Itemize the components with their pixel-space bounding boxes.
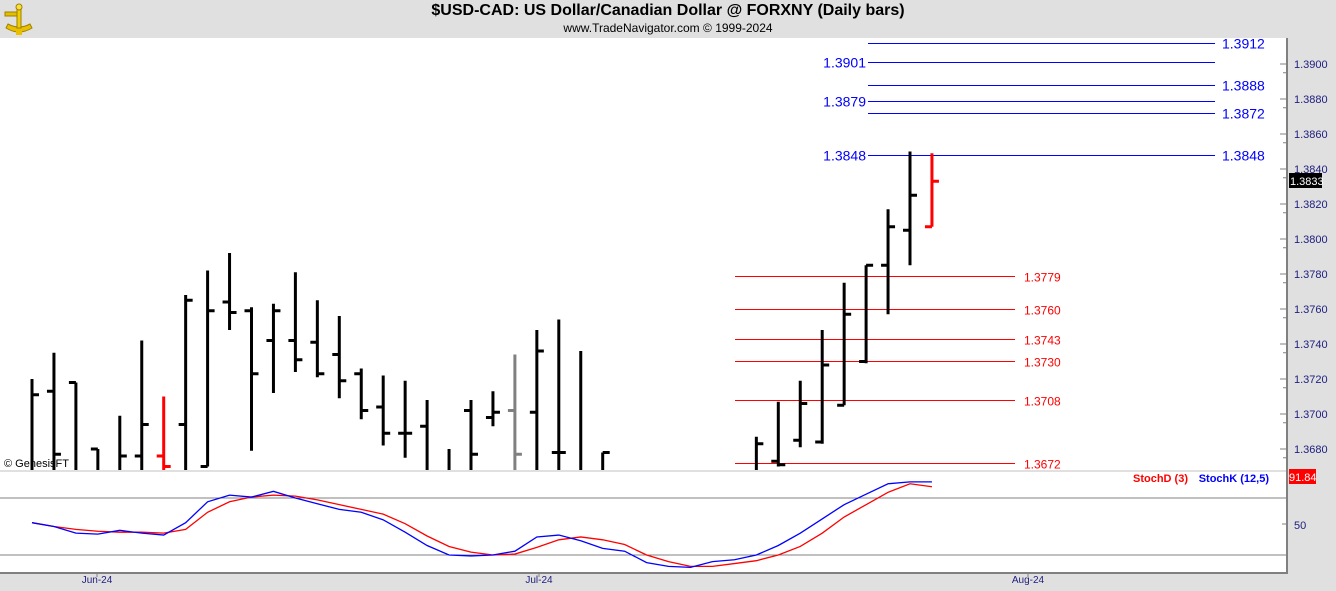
ohlc-bar [485, 391, 500, 427]
ohlc-bar [68, 381, 78, 470]
fib-label-left: 1.3879 [823, 94, 866, 110]
ohlc-bar [30, 379, 39, 470]
ohlc-bar [266, 303, 281, 393]
legend-stochd: StochD (3) [1133, 473, 1188, 485]
ohlc-bar [310, 300, 325, 378]
price-tick-label: 1.3860 [1294, 129, 1328, 141]
ohlc-bar [507, 354, 522, 470]
ohlc-bar [46, 352, 61, 470]
fib-label-right: 1.3912 [1222, 36, 1265, 52]
ohlc-bar [332, 316, 347, 399]
ohlc-bar [222, 253, 237, 330]
ohlc-bar [244, 307, 259, 451]
last-stoch-badge [1289, 469, 1316, 484]
fib-label-right: 1.3888 [1222, 78, 1265, 94]
fib-label-red: 1.3760 [1024, 304, 1061, 318]
fib-label-red: 1.3730 [1024, 356, 1061, 370]
ohlc-bar [376, 375, 391, 446]
ohlc-bar [754, 436, 764, 470]
stoch-line-stochd [31, 483, 933, 568]
ohlc-bar [464, 400, 478, 470]
watermark: © GenesisFT [4, 458, 69, 470]
stochastic-pane [0, 472, 1287, 572]
ohlc-bar [837, 282, 852, 407]
last-price-label: 1.3833 [1290, 176, 1324, 188]
price-tick-label: 1.3820 [1294, 199, 1328, 211]
ohlc-bar [924, 153, 939, 229]
ohlc-bar [903, 151, 917, 266]
x-tick-label: Jun-24 [82, 575, 113, 586]
fib-label-right: 1.3848 [1222, 148, 1265, 164]
ohlc-bar [815, 330, 830, 444]
fib-label-left: 1.3901 [823, 55, 866, 71]
x-tick-label: Jul-24 [525, 575, 553, 586]
last-price-badge [1289, 173, 1322, 188]
chart-subtitle: www.TradeNavigator.com © 1999-2024 [563, 21, 773, 35]
price-tick-label: 1.3800 [1294, 234, 1328, 246]
stoch-tick-50: 50 [1294, 520, 1306, 532]
price-tick-label: 1.3680 [1294, 444, 1328, 456]
ohlc-bar [354, 368, 369, 420]
ohlc-bar [200, 270, 215, 468]
price-tick-label: 1.3880 [1294, 94, 1328, 106]
ohlc-bar [771, 401, 786, 467]
price-tick-label: 1.3760 [1294, 304, 1328, 316]
ohlc-bar [90, 447, 100, 470]
price-tick-label: 1.3720 [1294, 374, 1328, 386]
ohlc-bar [288, 272, 303, 372]
ohlc-bar [118, 415, 127, 470]
fib-label-right: 1.3872 [1222, 106, 1265, 122]
fib-label-red: 1.3708 [1024, 395, 1061, 409]
ohlc-bar [178, 295, 193, 470]
stoch-line-stochk [31, 481, 932, 569]
price-tick-label: 1.3740 [1294, 339, 1328, 351]
fib-label-left: 1.3848 [823, 148, 866, 164]
ohlc-bar [420, 400, 429, 470]
ohlc-bar [793, 380, 808, 448]
price-tick-label: 1.3780 [1294, 269, 1328, 281]
fib-label-red: 1.3779 [1024, 271, 1061, 285]
ohlc-bar [398, 380, 413, 458]
ohlc-bar [859, 263, 874, 364]
ohlc-bar [551, 319, 566, 470]
fib-label-red: 1.3672 [1024, 458, 1061, 472]
ohlc-bar [134, 340, 149, 470]
price-tick-label: 1.3700 [1294, 409, 1328, 421]
ohlc-bar [529, 330, 544, 470]
ohlc-bar [881, 209, 896, 315]
price-pane [0, 38, 1287, 470]
ohlc-bar [156, 396, 171, 470]
last-stoch-label: 91.84 [1289, 472, 1317, 484]
price-tick-label: 1.3900 [1294, 59, 1328, 71]
ohlc-bar [601, 451, 610, 470]
sextant-logo-icon [2, 2, 36, 41]
legend-stochk: StochK (12,5) [1199, 473, 1270, 485]
fib-label-red: 1.3743 [1024, 334, 1061, 348]
x-tick-label: Aug-24 [1012, 575, 1045, 586]
chart-title: $USD-CAD: US Dollar/Canadian Dollar @ FO… [431, 2, 905, 19]
